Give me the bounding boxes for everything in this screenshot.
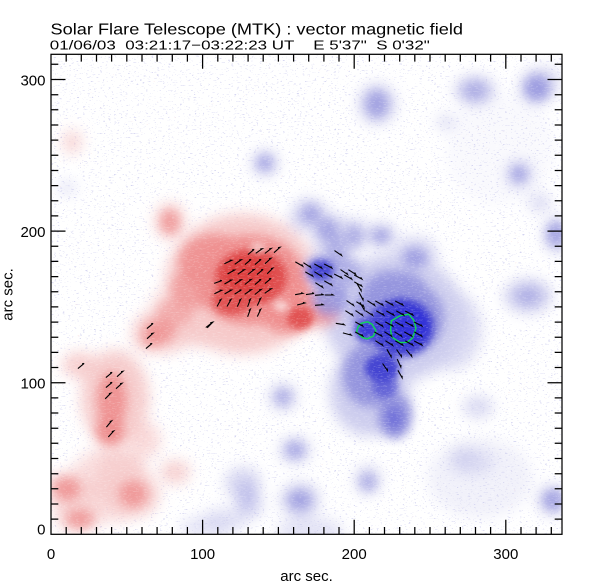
svg-text:0: 0 bbox=[47, 546, 55, 563]
svg-text:Solar Flare Telescope (MTK) :: Solar Flare Telescope (MTK) : vector mag… bbox=[51, 22, 464, 39]
svg-text:300: 300 bbox=[493, 546, 518, 563]
svg-text:01/06/03 03:21:17−03:22:23 UT: 01/06/03 03:21:17−03:22:23 UT E 5'37" S … bbox=[50, 38, 430, 53]
svg-text:0: 0 bbox=[37, 521, 45, 538]
svg-text:200: 200 bbox=[342, 546, 367, 563]
svg-text:200: 200 bbox=[20, 224, 45, 241]
svg-text:100: 100 bbox=[190, 546, 215, 563]
svg-text:300: 300 bbox=[20, 72, 45, 89]
svg-text:arc sec.: arc sec. bbox=[0, 268, 17, 321]
svg-text:100: 100 bbox=[20, 376, 45, 393]
svg-text:arc sec.: arc sec. bbox=[280, 568, 333, 585]
